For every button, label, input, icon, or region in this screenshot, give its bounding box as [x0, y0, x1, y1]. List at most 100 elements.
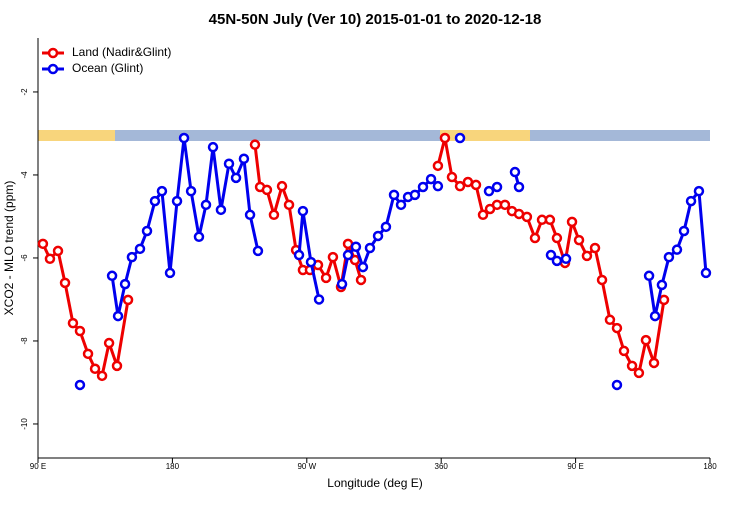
x-tick-label: 90 W: [297, 462, 316, 471]
data-point: [611, 322, 623, 334]
data-point: [252, 245, 264, 257]
data-point: [509, 166, 521, 178]
data-point: [388, 189, 400, 201]
data-point: [648, 357, 660, 369]
data-point: [477, 209, 489, 221]
data-point: [96, 370, 108, 382]
data-point: [640, 334, 652, 346]
data-point: [122, 294, 134, 306]
data-point: [372, 230, 384, 242]
data-point: [215, 204, 227, 216]
data-point: [499, 199, 511, 211]
data-point: [658, 294, 670, 306]
legend-marker: [47, 47, 59, 59]
data-point: [200, 199, 212, 211]
x-axis-label: Longitude (deg E): [327, 476, 422, 490]
data-point: [297, 205, 309, 217]
data-point: [454, 180, 466, 192]
data-point: [268, 209, 280, 221]
data-point: [589, 242, 601, 254]
chart-title: 45N-50N July (Ver 10) 2015-01-01 to 2020…: [209, 11, 542, 28]
data-point: [89, 363, 101, 375]
data-point: [545, 249, 557, 261]
data-point: [178, 132, 190, 144]
data-point: [439, 132, 451, 144]
data-point: [446, 171, 458, 183]
y-tick-label: -4: [20, 171, 29, 179]
data-point: [223, 158, 235, 170]
data-point: [156, 185, 168, 197]
data-point: [171, 195, 183, 207]
data-point: [134, 243, 146, 255]
data-point: [462, 176, 474, 188]
data-point: [604, 314, 616, 326]
data-point: [305, 256, 317, 268]
data-point: [678, 225, 690, 237]
data-point: [59, 277, 71, 289]
data-point: [193, 231, 205, 243]
y-axis-label: XCO2 - MLO trend (ppm): [2, 181, 16, 316]
data-point: [685, 195, 697, 207]
data-point: [663, 251, 675, 263]
data-point: [313, 294, 325, 305]
data-point: [342, 249, 354, 261]
data-point: [276, 180, 288, 192]
data-point: [432, 160, 444, 172]
y-tick-label: -8: [20, 337, 29, 345]
data-point: [350, 241, 362, 253]
data-point: [185, 185, 197, 197]
data-point: [355, 274, 367, 286]
legend-label: Land (Nadir&Glint): [72, 45, 171, 59]
data-point: [119, 278, 131, 290]
data-point: [112, 310, 124, 322]
data-point: [483, 185, 495, 197]
data-point: [700, 267, 712, 279]
data-point: [74, 379, 86, 391]
data-point: [566, 216, 578, 228]
data-point: [207, 141, 219, 153]
data-point: [671, 244, 683, 255]
data-point: [693, 185, 705, 197]
data-point: [103, 337, 115, 349]
data-point: [82, 348, 94, 360]
data-point: [633, 367, 645, 379]
data-point: [395, 199, 407, 211]
data-point: [432, 180, 444, 192]
data-point: [141, 225, 153, 237]
data-point: [618, 345, 630, 357]
x-tick-label: 360: [435, 462, 449, 471]
y-tick-label: -6: [20, 254, 29, 262]
legend-marker: [47, 63, 59, 75]
data-point: [425, 173, 437, 185]
data-point: [560, 253, 572, 265]
data-point: [106, 270, 118, 282]
data-point: [111, 360, 123, 372]
data-point: [611, 379, 623, 391]
data-point: [380, 221, 392, 233]
data-point: [149, 195, 161, 207]
series-line: [110, 136, 708, 318]
data-point: [244, 209, 256, 221]
data-point: [238, 153, 250, 165]
data-point: [596, 274, 608, 286]
data-point: [417, 181, 429, 193]
data-point: [336, 278, 348, 290]
data-point: [126, 251, 138, 263]
data-point: [581, 250, 593, 262]
data-point: [327, 251, 339, 263]
data-point: [409, 189, 421, 201]
data-point: [513, 181, 525, 193]
surface-strip: [38, 130, 710, 141]
data-point: [357, 261, 369, 273]
data-point: [656, 279, 668, 291]
data-point: [320, 272, 332, 284]
x-tick-label: 90 E: [30, 462, 46, 471]
legend-label: Ocean (Glint): [72, 61, 143, 75]
y-tick-label: -10: [20, 418, 29, 430]
data-point: [44, 253, 56, 265]
data-point: [529, 232, 541, 244]
x-tick-label: 90 E: [567, 462, 583, 471]
data-point: [470, 179, 482, 191]
data-point: [74, 325, 86, 337]
